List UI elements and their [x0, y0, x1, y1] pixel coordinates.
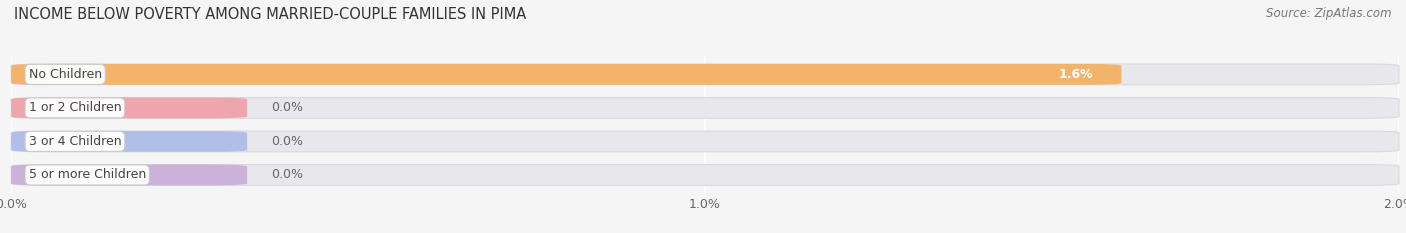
FancyBboxPatch shape	[11, 64, 1122, 85]
Text: 1.6%: 1.6%	[1059, 68, 1094, 81]
Text: 1 or 2 Children: 1 or 2 Children	[28, 101, 121, 114]
Text: 0.0%: 0.0%	[271, 168, 304, 182]
Text: No Children: No Children	[28, 68, 101, 81]
Text: Source: ZipAtlas.com: Source: ZipAtlas.com	[1267, 7, 1392, 20]
Text: 3 or 4 Children: 3 or 4 Children	[28, 135, 121, 148]
Text: 5 or more Children: 5 or more Children	[28, 168, 146, 182]
FancyBboxPatch shape	[11, 64, 1399, 85]
Text: 0.0%: 0.0%	[271, 135, 304, 148]
FancyBboxPatch shape	[11, 131, 1399, 152]
Text: 0.0%: 0.0%	[271, 101, 304, 114]
Text: INCOME BELOW POVERTY AMONG MARRIED-COUPLE FAMILIES IN PIMA: INCOME BELOW POVERTY AMONG MARRIED-COUPL…	[14, 7, 526, 22]
FancyBboxPatch shape	[11, 131, 247, 152]
FancyBboxPatch shape	[11, 164, 247, 185]
FancyBboxPatch shape	[11, 97, 247, 118]
FancyBboxPatch shape	[11, 164, 1399, 185]
FancyBboxPatch shape	[11, 97, 1399, 118]
